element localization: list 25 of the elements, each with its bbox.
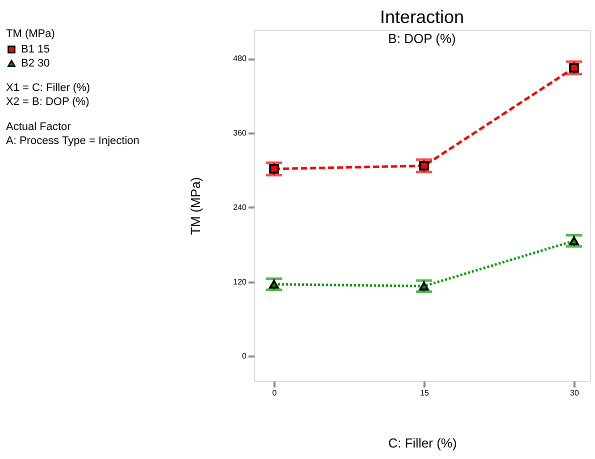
x-tick-label: 30 — [570, 388, 580, 398]
y-tick-label: 360 — [233, 128, 248, 138]
x-tick-label: 0 — [272, 388, 278, 398]
point — [419, 282, 429, 290]
text: A: Process Type = Injection — [6, 135, 140, 147]
y-tick-label: 240 — [233, 202, 248, 212]
text: X2 = B: DOP (%) — [6, 96, 90, 108]
y-tick-label: 480 — [233, 54, 248, 64]
y-tick-label: 0 — [242, 352, 248, 361]
chart-title: Interaction — [380, 7, 464, 27]
point — [569, 62, 579, 73]
y-axis-title: TM (MPa) — [188, 177, 204, 235]
y-tick-label: 120 — [233, 277, 248, 286]
x-tick-label: 15 — [420, 388, 430, 398]
point — [269, 280, 279, 289]
point — [269, 164, 279, 174]
x-axis-title: C: Filler (%) — [388, 436, 457, 450]
point — [569, 236, 579, 246]
point — [419, 160, 429, 171]
chart-subtitle: B: DOP (%) — [388, 31, 456, 46]
legend-label: B2 30 — [21, 58, 50, 70]
text: X1 = C: Filler (%) — [6, 82, 90, 94]
text: Actual Factor — [6, 121, 72, 133]
legend-label: B1 15 — [21, 44, 50, 56]
legend-title: TM (MPa) — [6, 28, 55, 40]
